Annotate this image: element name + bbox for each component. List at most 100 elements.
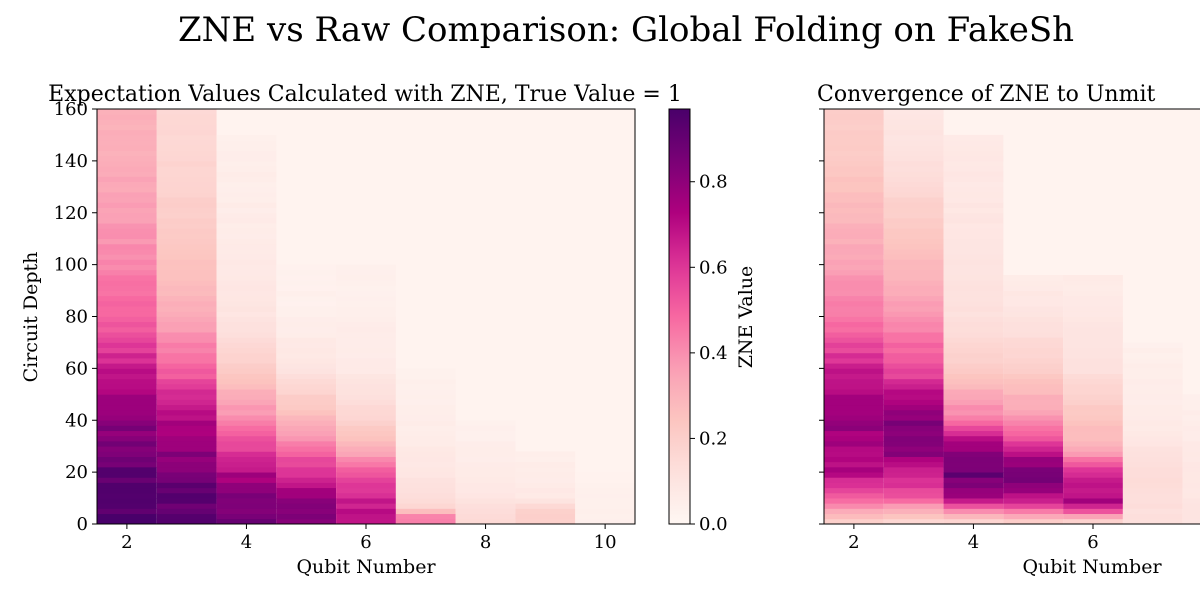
- left-cell-q2-d36: [97, 425, 157, 432]
- right-cell-q3-d20: [883, 466, 944, 473]
- right-cell-q5-d14: [1003, 482, 1064, 489]
- left-y-tick-label-160: 160: [54, 99, 88, 120]
- left-cell-q2-d152: [97, 124, 157, 131]
- right-cell-q4-d96: [943, 269, 1004, 276]
- right-cell-q6-d10: [1063, 492, 1123, 499]
- right-cell-q4-d36: [943, 425, 1004, 432]
- left-cell-q2-d66: [97, 347, 157, 354]
- left-cell-q3-d132: [156, 176, 217, 183]
- left-x-tick-label-2: 2: [121, 532, 132, 553]
- right-cell-q4-d22: [943, 461, 1004, 468]
- left-cell-q3-d118: [156, 212, 217, 219]
- left-cell-q7-d24: [395, 456, 456, 463]
- right-cell-q5-d26: [1003, 451, 1064, 457]
- left-cell-q3-d70: [156, 337, 217, 343]
- left-cell-q3-d0: [156, 518, 217, 525]
- right-cell-q7-d30: [1122, 441, 1183, 447]
- right-cell-q4-d72: [943, 332, 1004, 338]
- left-cell-q2-d32: [97, 435, 157, 442]
- right-cell-q3-d14: [883, 482, 944, 489]
- right-cell-q5-d54: [1003, 378, 1064, 385]
- left-cell-q7-d34: [395, 430, 456, 437]
- left-cell-q5-d64: [276, 352, 337, 359]
- right-cell-q4-d102: [943, 254, 1004, 260]
- right-cell-q5-d80: [1003, 311, 1064, 317]
- right-cell-q3-d136: [883, 166, 944, 172]
- left-cell-q4-d26: [216, 451, 277, 457]
- left-cell-q3-d146: [156, 140, 217, 146]
- left-cell-q6-d30: [336, 441, 396, 447]
- right-cell-q2-d56: [824, 373, 884, 380]
- left-cell-q6-d28: [336, 446, 396, 452]
- right-cell-q5-d60: [1003, 363, 1064, 369]
- left-cell-q2-d42: [97, 409, 157, 416]
- right-cell-q7-d52: [1122, 383, 1183, 390]
- right-cell-q2-d108: [824, 238, 884, 245]
- right-cell-q3-d18: [883, 472, 944, 478]
- left-cell-q7-d54: [395, 378, 456, 385]
- left-cell-q2-d112: [97, 228, 157, 234]
- right-cell-q2-d150: [824, 129, 884, 136]
- left-cell-q8-d22: [455, 461, 516, 468]
- right-cell-q3-d64: [883, 352, 944, 359]
- left-cell-q2-d18: [97, 472, 157, 478]
- left-cell-q4-d76: [216, 321, 277, 328]
- right-cell-q2-d110: [824, 233, 884, 240]
- left-cell-q4-d104: [216, 249, 277, 255]
- left-cell-q8-d4: [455, 508, 516, 515]
- left-cell-q4-d32: [216, 435, 277, 442]
- left-cell-q8-d18: [455, 472, 516, 478]
- right-cell-q5-d94: [1003, 275, 1064, 281]
- right-cell-q2-d68: [824, 342, 884, 349]
- right-cell-q2-d144: [824, 145, 884, 151]
- left-cell-q6-d54: [336, 378, 396, 385]
- right-cell-q8-d26: [1182, 451, 1200, 457]
- right-cell-q2-d142: [824, 150, 884, 157]
- right-cell-q4-d132: [943, 176, 1004, 183]
- left-cell-q3-d42: [156, 409, 217, 416]
- right-cell-q7-d10: [1122, 492, 1183, 499]
- left-cell-q2-d38: [97, 420, 157, 426]
- right-cell-q3-d0: [883, 518, 944, 525]
- left-cell-q10-d14: [575, 482, 635, 489]
- right-cell-q5-d64: [1003, 352, 1064, 359]
- left-cell-q5-d86: [276, 295, 337, 302]
- left-cell-q4-d128: [216, 186, 277, 193]
- right-cell-q6-d24: [1063, 456, 1123, 463]
- left-cell-q4-d70: [216, 337, 277, 343]
- right-cell-q2-d76: [824, 321, 884, 328]
- right-cell-q4-d146: [943, 140, 1004, 146]
- left-cell-q4-d124: [216, 197, 277, 203]
- right-cell-q4-d80: [943, 311, 1004, 317]
- right-x-tick-label-2: 2: [848, 532, 859, 553]
- right-cell-q4-d118: [943, 212, 1004, 219]
- left-cell-q4-d86: [216, 295, 277, 302]
- left-cell-q4-d80: [216, 311, 277, 317]
- right-cell-q2-d106: [824, 243, 884, 250]
- left-cell-q5-d8: [276, 498, 337, 504]
- left-cell-q9-d8: [515, 498, 576, 504]
- left-cell-q6-d86: [336, 295, 396, 302]
- right-cell-q7-d50: [1122, 389, 1183, 395]
- right-cell-q8-d0: [1182, 518, 1200, 525]
- left-cell-q5-d72: [276, 332, 337, 338]
- right-cell-q2-d124: [824, 197, 884, 203]
- left-cell-q4-d132: [216, 176, 277, 183]
- left-cell-q3-d2: [156, 513, 217, 520]
- right-cell-q2-d154: [824, 119, 884, 125]
- left-cell-q6-d84: [336, 300, 396, 307]
- right-cell-q2-d36: [824, 425, 884, 432]
- left-cell-q4-d48: [216, 394, 277, 400]
- left-cell-q2-d98: [97, 264, 157, 271]
- left-cell-q3-d78: [156, 316, 217, 323]
- right-cell-q5-d16: [1003, 477, 1064, 483]
- left-cell-q6-d98: [336, 264, 396, 271]
- right-cell-q3-d102: [883, 254, 944, 260]
- right-cell-q7-d14: [1122, 482, 1183, 489]
- left-cell-q6-d88: [336, 290, 396, 297]
- left-cell-q4-d92: [216, 280, 277, 286]
- right-cell-q2-d88: [824, 290, 884, 297]
- right-cell-q4-d26: [943, 451, 1004, 457]
- left-cell-q6-d40: [336, 415, 396, 421]
- right-cell-q2-d24: [824, 456, 884, 463]
